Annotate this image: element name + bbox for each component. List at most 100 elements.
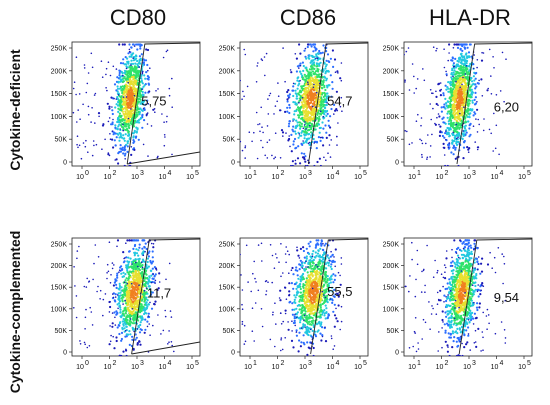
event-dot	[117, 324, 120, 327]
event-dot	[317, 109, 320, 112]
event-dot	[134, 251, 137, 254]
event-dot	[149, 301, 151, 304]
event-dot	[421, 153, 423, 156]
event-dot	[72, 111, 75, 114]
event-dot	[318, 95, 321, 98]
event-dot	[330, 107, 333, 111]
event-dot	[455, 119, 458, 122]
event-dot	[455, 90, 458, 93]
event-dot	[114, 324, 117, 326]
event-dot	[106, 263, 109, 266]
event-dot	[274, 132, 277, 134]
event-dot	[135, 278, 138, 281]
event-dot	[461, 83, 463, 86]
event-dot	[463, 139, 466, 143]
event-dot	[474, 77, 477, 80]
event-dot	[139, 58, 142, 62]
x-tick-base: 10	[299, 174, 307, 181]
event-dot	[318, 75, 321, 79]
event-dot	[108, 343, 111, 346]
event-dot	[126, 142, 129, 145]
event-dot	[322, 81, 325, 84]
event-dot	[437, 113, 440, 115]
event-dot	[117, 162, 120, 165]
event-dot	[314, 76, 317, 79]
y-tick-label: 50K	[387, 137, 400, 144]
event-dot	[310, 74, 313, 77]
event-dot	[313, 108, 316, 111]
event-dot	[294, 159, 297, 162]
event-dot	[134, 302, 137, 305]
event-dot	[467, 112, 470, 115]
event-dot	[465, 93, 468, 96]
event-dot	[127, 106, 130, 109]
event-dot	[300, 85, 303, 88]
event-dot	[325, 307, 328, 310]
event-dot	[449, 128, 452, 131]
event-dot	[323, 84, 326, 87]
event-dot	[453, 96, 456, 99]
event-dot	[472, 125, 475, 127]
event-dot	[160, 333, 162, 335]
event-dot	[459, 98, 462, 101]
event-dot	[326, 255, 329, 258]
event-dot	[314, 94, 317, 97]
event-dot	[468, 64, 471, 68]
event-dot	[308, 54, 311, 58]
event-dot	[128, 280, 131, 283]
event-dot	[312, 79, 315, 82]
event-dot	[294, 162, 297, 165]
event-dot	[404, 79, 406, 81]
event-dot	[330, 95, 333, 98]
event-dot	[307, 103, 310, 106]
event-dot	[455, 142, 458, 145]
event-dot	[297, 303, 301, 307]
event-dot	[299, 345, 302, 348]
event-dot	[121, 91, 124, 95]
event-dot	[319, 164, 322, 166]
x-tick-exponent: 5	[527, 170, 531, 177]
event-dot	[488, 128, 491, 131]
event-dot	[455, 75, 458, 78]
event-dot	[122, 103, 125, 106]
event-dot	[132, 132, 135, 135]
event-dot	[93, 262, 95, 265]
event-dot	[490, 93, 493, 95]
event-dot	[91, 107, 93, 109]
event-dot	[323, 314, 326, 317]
event-dot	[133, 66, 136, 69]
event-dot	[315, 254, 318, 257]
event-dot	[135, 126, 138, 129]
event-dot	[116, 294, 119, 296]
event-dot	[307, 79, 310, 82]
event-dot	[133, 94, 136, 97]
event-dot	[292, 273, 295, 276]
event-dot	[122, 126, 125, 129]
event-dot	[427, 134, 429, 136]
event-dot	[121, 108, 125, 111]
event-dot	[316, 242, 319, 245]
event-dot	[468, 127, 471, 130]
event-dot	[445, 73, 448, 76]
event-dot	[306, 45, 309, 49]
event-dot	[465, 65, 468, 67]
y-tick-label: 0	[63, 350, 67, 357]
event-dot	[302, 127, 305, 130]
event-dot	[333, 58, 337, 61]
event-dot	[124, 83, 128, 86]
event-dot	[304, 121, 306, 123]
event-dot	[121, 146, 124, 149]
event-dot	[305, 119, 308, 122]
event-dot	[305, 319, 308, 322]
event-dot	[318, 64, 321, 67]
event-dot	[450, 125, 454, 128]
event-dot	[449, 87, 452, 90]
event-dot	[321, 111, 324, 114]
event-dot	[419, 138, 421, 141]
event-dot	[309, 102, 312, 105]
event-dot	[464, 73, 467, 75]
event-dot	[293, 113, 296, 116]
x-tick-exponent: 4	[336, 170, 340, 177]
event-dot	[289, 145, 291, 148]
event-dot	[311, 112, 314, 115]
